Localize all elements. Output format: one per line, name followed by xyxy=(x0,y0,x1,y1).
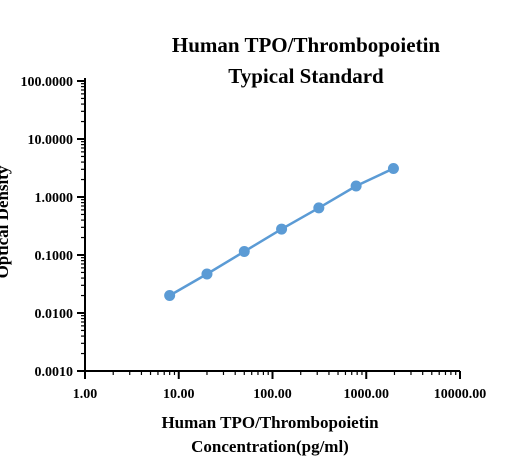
data-point xyxy=(387,163,399,175)
y-tick-label: 1.0000 xyxy=(35,191,74,206)
y-axis-title: Optical Density xyxy=(0,165,12,278)
y-tick-label: 0.0010 xyxy=(35,365,74,380)
x-axis-title-line-2: Concentration(pg/ml) xyxy=(191,437,349,456)
x-tick-label: 100.00 xyxy=(253,387,292,402)
data-point xyxy=(164,290,176,302)
data-point xyxy=(313,202,325,214)
x-tick-label: 10000.00 xyxy=(434,387,487,402)
y-tick-label: 10.0000 xyxy=(28,133,74,148)
x-tick-label: 10.00 xyxy=(163,387,195,402)
y-tick-label: 0.0100 xyxy=(35,307,74,322)
data-point xyxy=(238,245,250,257)
y-tick-label: 100.0000 xyxy=(21,75,74,90)
chart-title-line-1: Human TPO/Thrombopoietin xyxy=(172,33,441,57)
y-tick-label: 0.1000 xyxy=(35,249,74,264)
x-axis-title-line-1: Human TPO/Thrombopoietin xyxy=(161,413,379,432)
x-axis-tick-labels: 1.00 10.00 100.00 1000.00 10000.00 xyxy=(73,387,487,402)
y-axis-tick-labels: 0.0010 0.0100 0.1000 1.0000 10.0000 100.0000 xyxy=(21,75,74,380)
x-axis-ticks xyxy=(84,371,461,379)
data-point xyxy=(201,268,213,280)
series-layer xyxy=(164,163,399,302)
x-tick-label: 1000.00 xyxy=(344,387,390,402)
data-point xyxy=(350,180,362,192)
y-axis-ticks xyxy=(77,80,85,372)
data-point xyxy=(276,223,288,235)
x-tick-label: 1.00 xyxy=(73,387,98,402)
chart-title-line-2: Typical Standard xyxy=(228,64,384,88)
